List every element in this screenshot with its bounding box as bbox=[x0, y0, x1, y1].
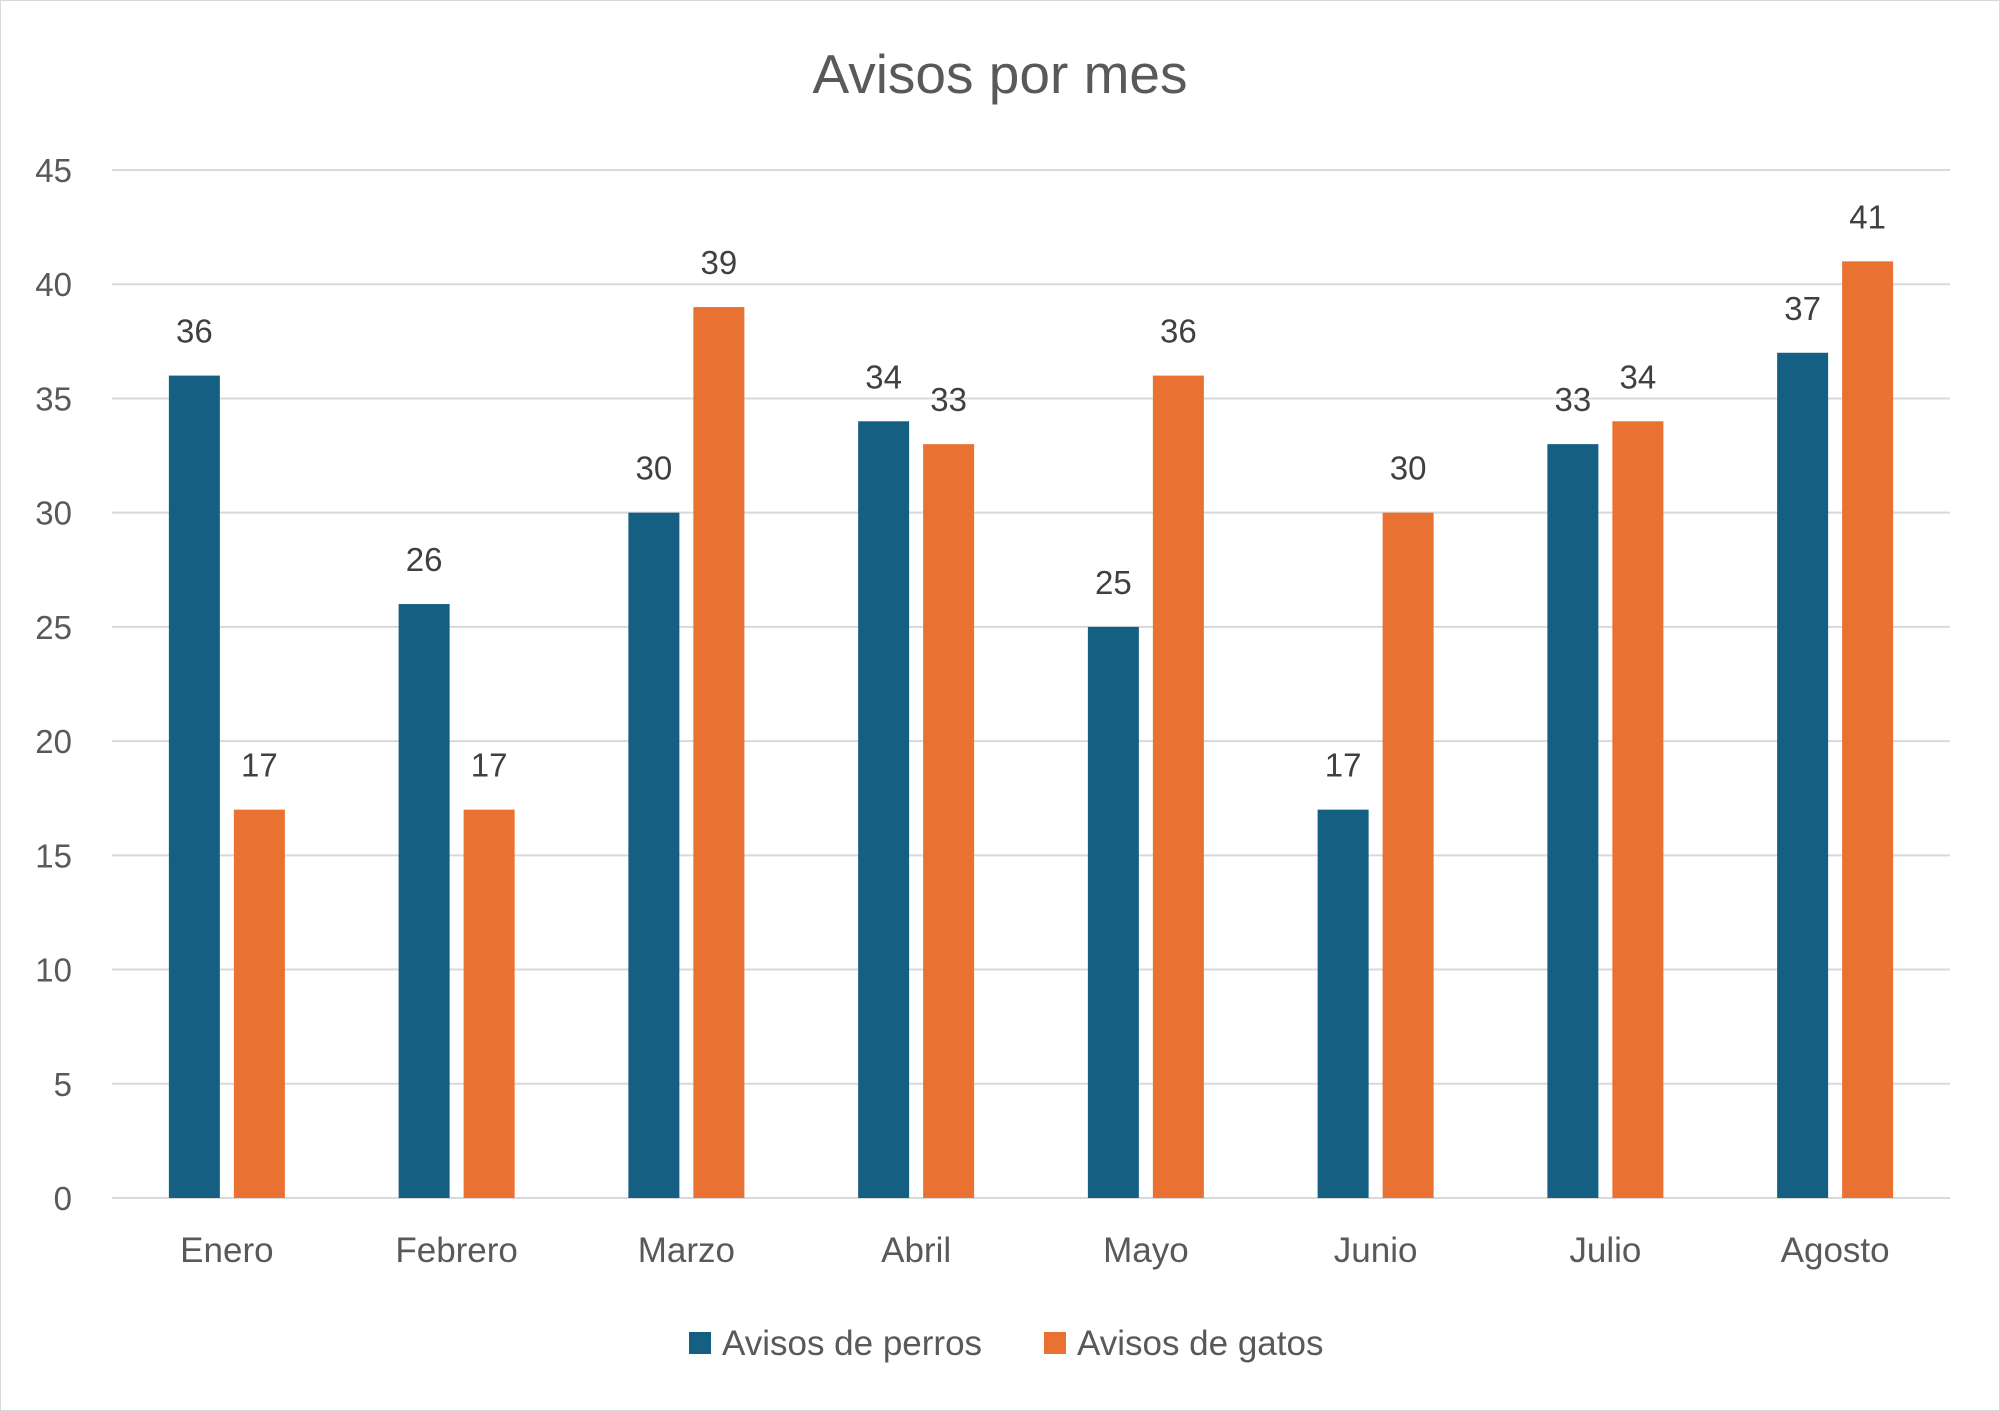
y-tick-label: 20 bbox=[35, 723, 72, 760]
data-label: 17 bbox=[241, 747, 278, 784]
legend-swatch bbox=[1044, 1332, 1066, 1354]
x-category-label: Julio bbox=[1569, 1231, 1641, 1270]
y-tick-label: 15 bbox=[35, 837, 72, 874]
bar-gatos-mayo bbox=[1152, 375, 1204, 1199]
data-label: 34 bbox=[1620, 358, 1657, 395]
data-label: 41 bbox=[1849, 198, 1886, 235]
bar-perros-febrero bbox=[398, 604, 450, 1198]
x-category-label: Junio bbox=[1334, 1231, 1418, 1270]
bar-perros-agosto bbox=[1777, 352, 1829, 1198]
data-label: 37 bbox=[1784, 290, 1821, 327]
bar-perros-junio bbox=[1317, 809, 1369, 1198]
data-label: 30 bbox=[636, 450, 673, 487]
data-labels: 36 17 26 17 30 39 34 33 25 36 17 30 33 34 37 41 bbox=[176, 198, 1886, 783]
y-tick-label: 0 bbox=[54, 1180, 72, 1217]
y-tick-label: 10 bbox=[35, 952, 72, 989]
y-tick-label: 35 bbox=[35, 380, 72, 417]
x-category-label: Febrero bbox=[395, 1231, 518, 1270]
data-label: 30 bbox=[1390, 450, 1427, 487]
bar-gatos-marzo bbox=[693, 307, 745, 1199]
bar-perros-abril bbox=[858, 421, 910, 1198]
bars bbox=[168, 261, 1894, 1199]
x-category-label: Mayo bbox=[1103, 1231, 1189, 1270]
data-label: 33 bbox=[930, 381, 967, 418]
bar-gatos-enero bbox=[233, 809, 285, 1198]
y-tick-label: 30 bbox=[35, 495, 72, 532]
y-tick-label: 40 bbox=[35, 266, 72, 303]
x-category-label: Marzo bbox=[638, 1231, 735, 1270]
bar-perros-mayo bbox=[1087, 626, 1139, 1198]
legend: Avisos de perros Avisos de gatos bbox=[689, 1324, 1323, 1363]
data-label: 17 bbox=[471, 747, 508, 784]
y-axis-ticks: 0 5 10 15 20 25 30 35 40 45 bbox=[35, 152, 72, 1217]
data-label: 33 bbox=[1555, 381, 1592, 418]
y-tick-label: 5 bbox=[54, 1066, 72, 1103]
bar-gatos-julio bbox=[1612, 421, 1664, 1198]
x-axis-categories: Enero Febrero Marzo Abril Mayo Junio Julio Agos… bbox=[180, 1231, 1889, 1270]
y-tick-label: 25 bbox=[35, 609, 72, 646]
data-label: 25 bbox=[1095, 564, 1132, 601]
data-label: 17 bbox=[1325, 747, 1362, 784]
bar-gatos-junio bbox=[1382, 512, 1434, 1198]
legend-swatch bbox=[689, 1332, 711, 1354]
y-tick-label: 45 bbox=[35, 152, 72, 189]
x-category-label: Agosto bbox=[1781, 1231, 1890, 1270]
bar-gatos-abril bbox=[923, 444, 975, 1199]
legend-label: Avisos de gatos bbox=[1077, 1324, 1323, 1363]
data-label: 26 bbox=[406, 541, 443, 578]
x-category-label: Enero bbox=[180, 1231, 273, 1270]
data-label: 39 bbox=[701, 244, 738, 281]
legend-label: Avisos de perros bbox=[722, 1324, 982, 1363]
chart-title: Avisos por mes bbox=[813, 43, 1188, 105]
x-category-label: Abril bbox=[881, 1231, 951, 1270]
bar-perros-julio bbox=[1547, 444, 1599, 1199]
gridlines bbox=[112, 169, 1950, 1199]
data-label: 36 bbox=[1160, 313, 1197, 350]
bar-gatos-agosto bbox=[1842, 261, 1894, 1198]
bar-gatos-febrero bbox=[463, 809, 515, 1198]
data-label: 34 bbox=[865, 358, 902, 395]
data-label: 36 bbox=[176, 313, 213, 350]
bar-perros-enero bbox=[168, 375, 220, 1199]
bar-perros-marzo bbox=[628, 512, 680, 1198]
